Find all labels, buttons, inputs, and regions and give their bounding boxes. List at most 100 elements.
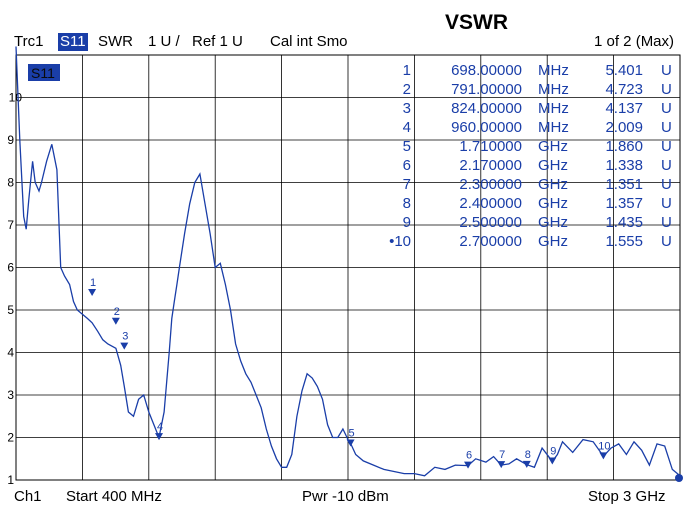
marker-table-cell: 3 <box>403 100 411 117</box>
marker-table-cell: 4.723 <box>605 81 643 98</box>
format-label: SWR <box>98 33 133 50</box>
marker-table-cell: U <box>661 138 672 155</box>
marker-table-cell: 1.860 <box>605 138 643 155</box>
marker-label: 10 <box>598 440 610 452</box>
y-tick-label: 5 <box>7 303 14 317</box>
marker-table-cell: 4.137 <box>605 100 643 117</box>
start-freq[interactable]: Start 400 MHz <box>66 488 162 505</box>
marker-table-cell: U <box>661 195 672 212</box>
marker-table-cell: 2.170000 <box>459 157 522 174</box>
marker-table-cell: 791.00000 <box>451 81 522 98</box>
grid <box>15 54 681 481</box>
marker-table-cell: 1.710000 <box>459 138 522 155</box>
marker-table-cell: 698.00000 <box>451 62 522 79</box>
ref-label: Ref 1 U <box>192 33 243 50</box>
param-badge[interactable]: S11 <box>58 33 88 51</box>
page-indicator[interactable]: 1 of 2 (Max) <box>594 33 675 50</box>
y-tick-label: 8 <box>7 176 14 190</box>
marker-table-cell: 2.009 <box>605 119 643 136</box>
trace-badge-label: S11 <box>31 65 55 81</box>
y-ticks: 1 2 3 4 5 6 7 8 9 10 <box>7 91 22 488</box>
marker-label: 8 <box>525 449 531 461</box>
marker-label: 7 <box>499 449 505 461</box>
marker-table-cell: 6 <box>403 157 411 174</box>
scale-label: 1 U / <box>148 33 180 50</box>
power-level[interactable]: Pwr -10 dBm <box>302 488 389 505</box>
y-tick-label: 7 <box>7 218 14 232</box>
s11-trace <box>15 46 681 477</box>
markers: 1 2 3 4 5 6 7 8 9 10 <box>88 277 611 469</box>
marker-table-cell: U <box>661 100 672 117</box>
y-tick-label: 2 <box>7 431 14 445</box>
marker-table-cell: 5.401 <box>605 62 643 79</box>
y-tick-label: 10 <box>9 91 23 105</box>
channel-label: Ch1 <box>14 488 42 505</box>
marker-triangle <box>497 461 506 469</box>
marker-table-cell: 1.338 <box>605 157 643 174</box>
y-tick-label: 4 <box>7 346 14 360</box>
marker-table-cell: 1.351 <box>605 176 643 193</box>
marker-table-cell: U <box>661 62 672 79</box>
stop-freq[interactable]: Stop 3 GHz <box>588 488 666 505</box>
marker-triangle <box>120 342 129 350</box>
marker-triangle <box>548 457 557 465</box>
marker-table-cell: 8 <box>403 195 411 212</box>
marker-label: 9 <box>550 446 556 458</box>
marker-label: 5 <box>348 427 354 439</box>
marker-label: 2 <box>114 306 120 318</box>
y-tick-label: 9 <box>7 133 14 147</box>
y-tick-label: 1 <box>7 473 14 487</box>
marker-table-cell: 4 <box>403 119 411 136</box>
marker-triangle <box>88 288 97 296</box>
marker-triangle <box>155 433 164 441</box>
marker-label: 6 <box>466 450 472 462</box>
marker-table-cell: GHz <box>538 195 568 212</box>
marker-table-cell: GHz <box>538 138 568 155</box>
marker-table-cell: 1.555 <box>605 233 643 250</box>
marker-table: 1 698.00000 MHz 5.401 U 2 791.00000 MHz 4.723 U 3 8… <box>389 62 672 250</box>
end-marker <box>675 474 683 482</box>
trace-label: Trc1 <box>14 33 44 50</box>
marker-table-cell: 960.00000 <box>451 119 522 136</box>
marker-table-cell: MHz <box>538 62 569 79</box>
marker-table-cell: 2.400000 <box>459 195 522 212</box>
marker-table-cell: 2.500000 <box>459 214 522 231</box>
marker-table-cell: U <box>661 214 672 231</box>
marker-triangle <box>599 452 608 460</box>
marker-label: 4 <box>157 421 163 433</box>
marker-table-cell: 5 <box>403 138 411 155</box>
y-tick-label: 6 <box>7 261 14 275</box>
marker-table-cell: 1 <box>403 62 411 79</box>
marker-table-cell: GHz <box>538 214 568 231</box>
marker-table-cell: MHz <box>538 81 569 98</box>
marker-table-cell: U <box>661 233 672 250</box>
marker-table-cell: 7 <box>403 176 411 193</box>
marker-table-cell: MHz <box>538 100 569 117</box>
marker-table-cell: 9 <box>403 214 411 231</box>
marker-table-cell: U <box>661 157 672 174</box>
marker-label: 1 <box>90 277 96 289</box>
marker-label: 3 <box>122 331 128 343</box>
marker-triangle <box>346 439 355 447</box>
marker-table-cell: U <box>661 119 672 136</box>
marker-table-cell: U <box>661 176 672 193</box>
marker-table-cell: 1.357 <box>605 195 643 212</box>
marker-table-cell: 2 <box>403 81 411 98</box>
marker-table-cell: GHz <box>538 157 568 174</box>
marker-table-cell: •10 <box>389 233 411 250</box>
marker-triangle <box>111 317 120 325</box>
marker-table-cell: 1.435 <box>605 214 643 231</box>
marker-table-cell: U <box>661 81 672 98</box>
marker-table-cell: 824.00000 <box>451 100 522 117</box>
marker-table-cell: 2.700000 <box>459 233 522 250</box>
marker-triangle <box>464 461 473 469</box>
y-tick-label: 3 <box>7 388 14 402</box>
marker-table-cell: GHz <box>538 176 568 193</box>
marker-table-cell: 2.300000 <box>459 176 522 193</box>
marker-table-cell: MHz <box>538 119 569 136</box>
marker-triangle <box>522 460 531 468</box>
chart-title: VSWR <box>445 11 508 34</box>
cal-label: Cal int Smo <box>270 33 348 50</box>
marker-table-cell: GHz <box>538 233 568 250</box>
